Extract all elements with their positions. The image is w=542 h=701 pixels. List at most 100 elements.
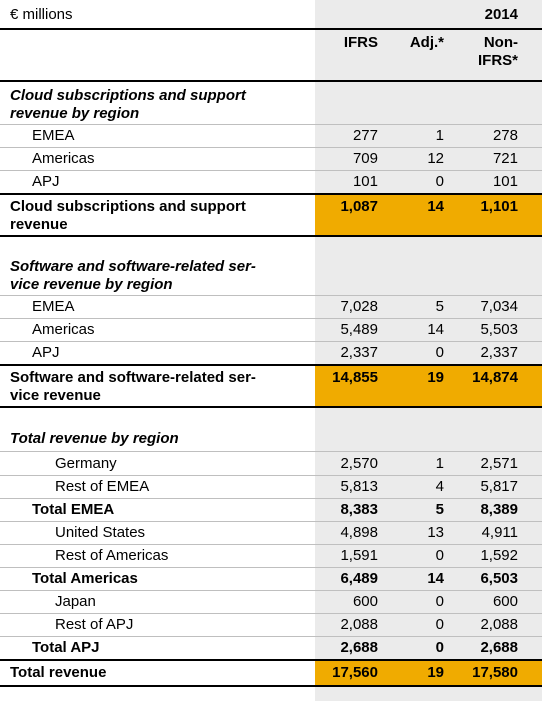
adj-value: 0 bbox=[435, 593, 444, 610]
table-row: Total Americas 6,489 14 6,503 bbox=[0, 568, 542, 591]
software-heading-line1: Software and software-related ser- bbox=[10, 258, 256, 275]
ifrs-value: 709 bbox=[352, 150, 378, 167]
row-label: Rest of APJ bbox=[55, 616, 134, 633]
nonifrs-value: 4,911 bbox=[481, 524, 518, 541]
ifrs-value: 2,088 bbox=[340, 616, 378, 633]
ifrs-value: 14,855 bbox=[332, 369, 378, 386]
table-row: Americas 5,489 14 5,503 bbox=[0, 319, 542, 342]
adj-value: 0 bbox=[435, 616, 444, 633]
nonifrs-value: 14,874 bbox=[472, 369, 518, 386]
ifrs-value: 17,560 bbox=[332, 664, 378, 681]
ifrs-value: 2,570 bbox=[340, 455, 378, 472]
table-row: Rest of APJ 2,088 0 2,088 bbox=[0, 614, 542, 637]
nonifrs-value: 2,688 bbox=[480, 639, 518, 656]
adj-value: 4 bbox=[435, 478, 444, 495]
table-row: Americas 709 12 721 bbox=[0, 148, 542, 171]
row-label: Rest of EMEA bbox=[55, 478, 150, 495]
table-row: APJ 2,337 0 2,337 bbox=[0, 342, 542, 366]
adj-value: 1 bbox=[435, 455, 444, 472]
adj-value: 19 bbox=[427, 369, 444, 386]
row-label: Rest of Americas bbox=[55, 547, 169, 564]
software-total-row: Software and software-related ser- vice … bbox=[0, 366, 542, 408]
table-row: EMEA 277 1 278 bbox=[0, 125, 542, 148]
row-label: APJ bbox=[32, 344, 60, 361]
table-row: United States 4,898 13 4,911 bbox=[0, 522, 542, 545]
table-row: APJ 101 0 101 bbox=[0, 171, 542, 195]
total-highlight bbox=[315, 661, 542, 685]
unit-label: € millions bbox=[10, 6, 73, 23]
table-row: Germany 2,570 1 2,571 bbox=[0, 453, 542, 476]
adj-value: 19 bbox=[427, 664, 444, 681]
adj-value: 14 bbox=[427, 321, 444, 338]
table-row: Rest of EMEA 5,813 4 5,817 bbox=[0, 476, 542, 499]
adj-value: 0 bbox=[435, 344, 444, 361]
ifrs-value: 101 bbox=[352, 173, 378, 190]
column-header-row: IFRS Adj.* Non- IFRS* bbox=[0, 30, 542, 82]
row-label: EMEA bbox=[32, 298, 75, 315]
ifrs-value: 8,383 bbox=[340, 501, 378, 518]
region-heading-row: Total revenue by region bbox=[0, 425, 542, 452]
ifrs-value: 2,688 bbox=[340, 639, 378, 656]
adj-value: 0 bbox=[435, 173, 444, 190]
software-heading-line2: vice revenue by region bbox=[10, 276, 173, 293]
nonifrs-value: 721 bbox=[492, 150, 518, 167]
adj-value: 0 bbox=[435, 639, 444, 656]
header-row: € millions 2014 bbox=[0, 0, 542, 30]
ifrs-value: 277 bbox=[352, 127, 378, 144]
row-label: APJ bbox=[32, 173, 60, 190]
region-heading: Total revenue by region bbox=[10, 430, 179, 447]
table-row: Japan 600 0 600 bbox=[0, 591, 542, 614]
row-label: Total Americas bbox=[32, 570, 138, 587]
grand-total-label: Total revenue bbox=[10, 664, 107, 681]
adj-value: 5 bbox=[435, 501, 444, 518]
row-label: Total EMEA bbox=[32, 501, 115, 518]
ifrs-value: 5,489 bbox=[340, 321, 378, 338]
nonifrs-value: 17,580 bbox=[472, 664, 518, 681]
grand-total-row: Total revenue 17,560 19 17,580 bbox=[0, 661, 542, 687]
col-nonifrs-header-1: Non- bbox=[483, 34, 518, 51]
ifrs-value: 7,028 bbox=[340, 298, 378, 315]
table-row: EMEA 7,028 5 7,034 bbox=[0, 296, 542, 319]
nonifrs-value: 2,571 bbox=[480, 455, 518, 472]
table-row: Total APJ 2,688 0 2,688 bbox=[0, 637, 542, 661]
ifrs-value: 600 bbox=[352, 593, 378, 610]
software-heading-row: Software and software-related ser- vice … bbox=[0, 253, 542, 296]
row-label: Japan bbox=[55, 593, 96, 610]
nonifrs-value: 2,088 bbox=[480, 616, 518, 633]
ifrs-columns-shading bbox=[315, 0, 542, 701]
software-total-label-line2: vice revenue bbox=[10, 387, 101, 404]
col-nonifrs-header-2: IFRS* bbox=[477, 52, 518, 69]
ifrs-value: 4,898 bbox=[340, 524, 378, 541]
nonifrs-value: 5,817 bbox=[480, 478, 518, 495]
total-highlight bbox=[315, 195, 542, 235]
adj-value: 5 bbox=[435, 298, 444, 315]
ifrs-value: 1,087 bbox=[340, 198, 378, 215]
total-highlight bbox=[315, 366, 542, 406]
cloud-heading-line2: revenue by region bbox=[10, 105, 140, 122]
nonifrs-value: 7,034 bbox=[480, 298, 518, 315]
row-label: Total APJ bbox=[32, 639, 100, 656]
ifrs-value: 5,813 bbox=[340, 478, 378, 495]
row-label: United States bbox=[55, 524, 146, 541]
software-total-label-line1: Software and software-related ser- bbox=[10, 369, 256, 386]
row-label: EMEA bbox=[32, 127, 75, 144]
adj-value: 14 bbox=[427, 198, 444, 215]
cloud-total-label-line2: revenue bbox=[10, 216, 68, 233]
table-row: Total EMEA 8,383 5 8,389 bbox=[0, 499, 542, 522]
table-row: Rest of Americas 1,591 0 1,592 bbox=[0, 545, 542, 568]
nonifrs-value: 101 bbox=[492, 173, 518, 190]
cloud-heading-row: Cloud subscriptions and support revenue … bbox=[0, 82, 542, 125]
nonifrs-value: 8,389 bbox=[480, 501, 518, 518]
nonifrs-value: 2,337 bbox=[480, 344, 518, 361]
row-label: Germany bbox=[55, 455, 117, 472]
adj-value: 13 bbox=[427, 524, 444, 541]
ifrs-value: 1,591 bbox=[340, 547, 378, 564]
year-label: 2014 bbox=[484, 6, 518, 23]
ifrs-value: 2,337 bbox=[340, 344, 378, 361]
ifrs-value: 6,489 bbox=[340, 570, 378, 587]
adj-value: 12 bbox=[427, 150, 444, 167]
row-label: Americas bbox=[32, 150, 95, 167]
nonifrs-value: 1,592 bbox=[480, 547, 518, 564]
nonifrs-value: 600 bbox=[492, 593, 518, 610]
